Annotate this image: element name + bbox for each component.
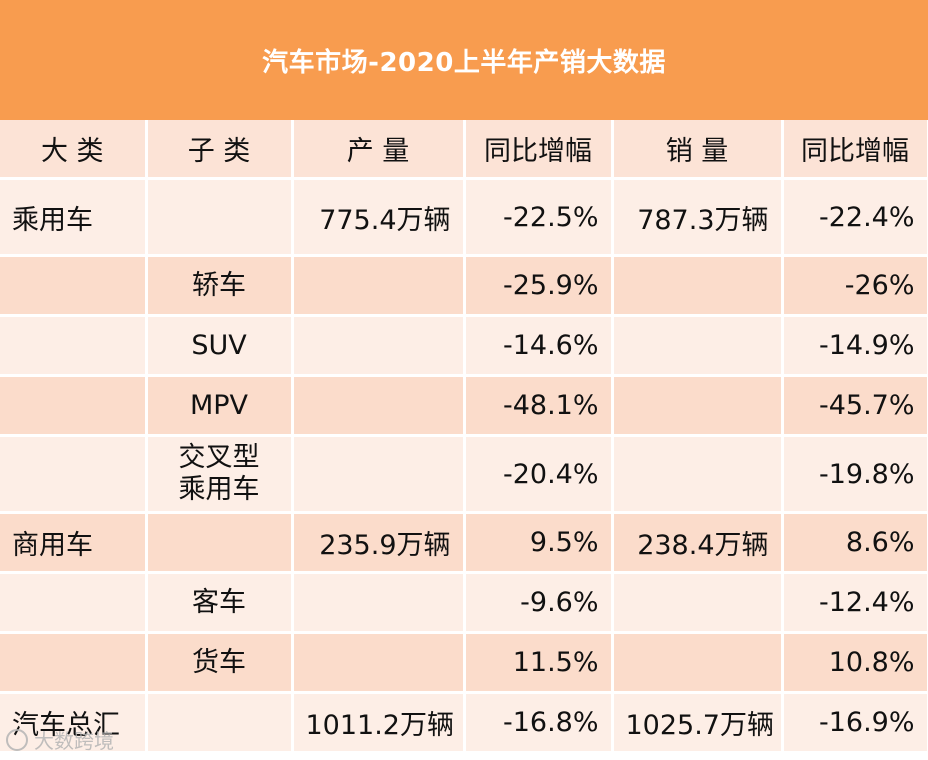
cell-production [292, 572, 466, 634]
header-sub: 子 类 [146, 120, 294, 180]
cell-sales-yoy: -19.8% [782, 435, 928, 514]
cell-production [292, 435, 466, 514]
cell-sales [612, 375, 784, 437]
cell-prod-yoy: -22.5% [464, 178, 614, 257]
cell-prod-yoy: -9.6% [464, 572, 614, 634]
cell-production: 235.9万辆 [292, 512, 466, 574]
cell-category [0, 315, 148, 377]
cell-sales: 1025.7万辆 [612, 692, 784, 754]
cell-sales-yoy: -12.4% [782, 572, 928, 634]
cell-production: 775.4万辆 [292, 178, 466, 257]
cell-sales-yoy: -45.7% [782, 375, 928, 437]
cell-prod-yoy: -20.4% [464, 435, 614, 514]
data-table: 大 类 子 类 产 量 同比增幅 销 量 同比增幅 乘用车 775.4万辆 -2… [0, 120, 928, 754]
cell-sub: 客车 [146, 572, 294, 634]
cell-sales [612, 255, 784, 317]
cell-prod-yoy: -25.9% [464, 255, 614, 317]
watermark-text: 大数跨境 [34, 729, 114, 753]
cell-sales [612, 315, 784, 377]
cell-sub: SUV [146, 315, 294, 377]
cell-sales-yoy: -14.9% [782, 315, 928, 377]
page-title: 汽车市场-2020上半年产销大数据 [262, 47, 666, 78]
table-row: 商用车 235.9万辆 9.5% 238.4万辆 8.6% [0, 512, 928, 574]
table-row: 轿车 -25.9% -26% [0, 255, 928, 317]
cell-category [0, 572, 148, 634]
cell-sub [146, 692, 294, 754]
cell-category [0, 255, 148, 317]
cell-sales-yoy: -22.4% [782, 178, 928, 257]
cell-prod-yoy: 9.5% [464, 512, 614, 574]
cell-category: 商用车 [0, 512, 148, 574]
table-row: 汽车总汇 1011.2万辆 -16.8% 1025.7万辆 -16.9% [0, 692, 928, 754]
cell-sub: 交叉型乘用车 [146, 435, 294, 514]
table-row: 交叉型乘用车 -20.4% -19.8% [0, 435, 928, 514]
cell-sub [146, 178, 294, 257]
cell-category [0, 435, 148, 514]
watermark: 大数跨境 [6, 725, 114, 754]
cell-sub: 货车 [146, 632, 294, 694]
cell-sales [612, 632, 784, 694]
cell-sub: 轿车 [146, 255, 294, 317]
cell-sales [612, 435, 784, 514]
cell-sales [612, 572, 784, 634]
table-header: 大 类 子 类 产 量 同比增幅 销 量 同比增幅 [0, 120, 928, 180]
cell-production [292, 315, 466, 377]
table-row: 货车 11.5% 10.8% [0, 632, 928, 694]
cell-sales-yoy: 10.8% [782, 632, 928, 694]
header-category: 大 类 [0, 120, 148, 180]
cell-production [292, 255, 466, 317]
cell-prod-yoy: -16.8% [464, 692, 614, 754]
title-bar: 汽车市场-2020上半年产销大数据 [0, 0, 928, 120]
cell-production [292, 632, 466, 694]
header-prod-yoy: 同比增幅 [464, 120, 614, 180]
table-row: MPV -48.1% -45.7% [0, 375, 928, 437]
table-row: 乘用车 775.4万辆 -22.5% 787.3万辆 -22.4% [0, 178, 928, 257]
cell-sales-yoy: 8.6% [782, 512, 928, 574]
cell-sub [146, 512, 294, 574]
table-row: SUV -14.6% -14.9% [0, 315, 928, 377]
cell-production: 1011.2万辆 [292, 692, 466, 754]
watermark-logo-icon [6, 728, 28, 751]
cell-prod-yoy: -14.6% [464, 315, 614, 377]
cell-sales-yoy: -26% [782, 255, 928, 317]
cell-sub: MPV [146, 375, 294, 437]
cell-prod-yoy: 11.5% [464, 632, 614, 694]
cell-sales-yoy: -16.9% [782, 692, 928, 754]
header-sales: 销 量 [612, 120, 784, 180]
header-production: 产 量 [292, 120, 466, 180]
cell-production [292, 375, 466, 437]
cell-prod-yoy: -48.1% [464, 375, 614, 437]
cell-category [0, 632, 148, 694]
table-row: 客车 -9.6% -12.4% [0, 572, 928, 634]
cell-sales: 238.4万辆 [612, 512, 784, 574]
cell-category: 乘用车 [0, 178, 148, 257]
cell-category [0, 375, 148, 437]
header-sales-yoy: 同比增幅 [782, 120, 928, 180]
cell-sales: 787.3万辆 [612, 178, 784, 257]
